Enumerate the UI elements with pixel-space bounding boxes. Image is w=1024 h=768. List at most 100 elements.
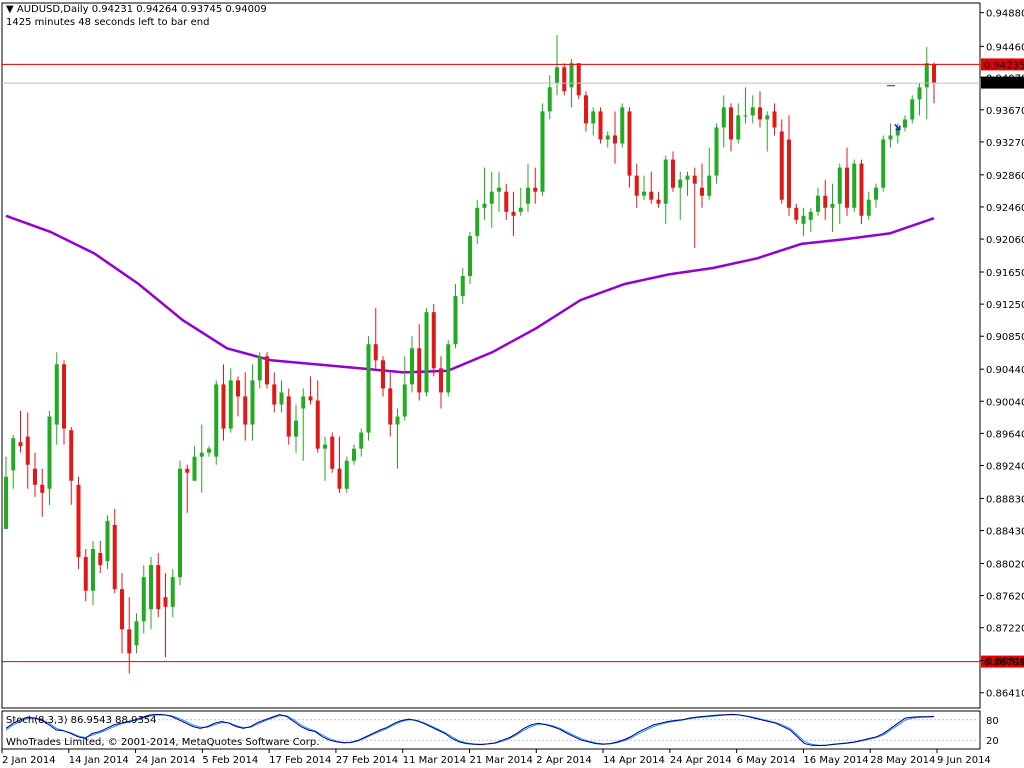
candle-body[interactable]	[373, 344, 378, 361]
candle-body[interactable]	[845, 167, 849, 208]
candle-body[interactable]	[98, 553, 103, 566]
candle-body[interactable]	[910, 99, 915, 120]
candle-body[interactable]	[736, 115, 741, 140]
candle-body[interactable]	[141, 577, 146, 622]
candle-body[interactable]	[424, 312, 429, 393]
candle-body[interactable]	[199, 452, 204, 457]
candle-body[interactable]	[11, 438, 16, 471]
candle-body[interactable]	[134, 621, 139, 646]
candle-body[interactable]	[308, 396, 313, 401]
candle-body[interactable]	[584, 95, 588, 124]
candle-body[interactable]	[453, 296, 458, 345]
candle-body[interactable]	[685, 175, 690, 180]
candle-body[interactable]	[511, 211, 516, 216]
candle-body[interactable]	[482, 203, 487, 208]
candle-body[interactable]	[120, 589, 124, 630]
candle-body[interactable]	[344, 460, 349, 489]
candle-body[interactable]	[25, 436, 30, 465]
chart-menu-triangle-icon[interactable]: ▼	[6, 4, 17, 15]
candle-body[interactable]	[323, 444, 327, 449]
candle-body[interactable]	[881, 139, 886, 188]
candle-body[interactable]	[649, 191, 654, 200]
candle-body[interactable]	[779, 131, 784, 200]
candle-body[interactable]	[47, 416, 52, 489]
candle-body[interactable]	[678, 179, 683, 188]
candle-body[interactable]	[924, 63, 929, 88]
candle-body[interactable]	[33, 468, 37, 485]
candle-body[interactable]	[352, 448, 356, 461]
candle-body[interactable]	[576, 63, 581, 96]
candle-body[interactable]	[562, 67, 567, 92]
candle-body[interactable]	[555, 67, 559, 84]
candle-body[interactable]	[388, 388, 393, 425]
candle-body[interactable]	[504, 191, 509, 212]
candle-body[interactable]	[83, 557, 88, 591]
candle-body[interactable]	[533, 187, 538, 192]
candle-body[interactable]	[721, 107, 726, 128]
candle-body[interactable]	[417, 348, 422, 393]
candle-body[interactable]	[663, 159, 668, 204]
candle-body[interactable]	[301, 396, 306, 409]
candle-body[interactable]	[903, 119, 907, 128]
candle-body[interactable]	[874, 187, 878, 200]
candle-body[interactable]	[823, 195, 828, 208]
candle-body[interactable]	[330, 436, 335, 469]
candle-body[interactable]	[787, 139, 791, 208]
candle-body[interactable]	[192, 456, 197, 481]
candle-body[interactable]	[591, 111, 596, 124]
candle-body[interactable]	[337, 468, 342, 489]
candle-body[interactable]	[359, 432, 364, 449]
candle-body[interactable]	[402, 384, 407, 417]
candle-body[interactable]	[758, 107, 762, 120]
candle-body[interactable]	[932, 64, 936, 83]
candle-body[interactable]	[852, 163, 857, 208]
candle-body[interactable]	[605, 135, 610, 140]
candle-body[interactable]	[859, 163, 864, 216]
candle-body[interactable]	[163, 597, 168, 607]
candle-body[interactable]	[518, 207, 523, 212]
candle-body[interactable]	[178, 468, 182, 578]
candle-body[interactable]	[257, 356, 262, 381]
candle-body[interactable]	[497, 187, 501, 192]
candle-body[interactable]	[76, 484, 81, 558]
candle-body[interactable]	[830, 203, 835, 208]
candle-body[interactable]	[366, 344, 371, 433]
candle-body[interactable]	[671, 159, 675, 188]
candle-body[interactable]	[794, 207, 799, 220]
candle-body[interactable]	[395, 416, 400, 425]
candle-body[interactable]	[765, 115, 770, 120]
candle-body[interactable]	[700, 187, 704, 196]
candle-body[interactable]	[801, 215, 806, 224]
candle-body[interactable]	[18, 442, 23, 447]
candle-body[interactable]	[446, 344, 451, 393]
candle-body[interactable]	[547, 87, 552, 112]
candle-body[interactable]	[315, 400, 320, 449]
candle-body[interactable]	[634, 175, 639, 196]
candle-body[interactable]	[460, 276, 465, 297]
candle-body[interactable]	[127, 629, 132, 654]
candle-body[interactable]	[250, 380, 255, 425]
candle-body[interactable]	[170, 577, 175, 607]
candle-body[interactable]	[620, 107, 625, 144]
candle-body[interactable]	[917, 87, 922, 100]
candle-body[interactable]	[837, 167, 842, 204]
candle-body[interactable]	[4, 476, 8, 529]
candle-body[interactable]	[642, 191, 646, 196]
candle-body[interactable]	[888, 135, 893, 140]
candle-body[interactable]	[410, 348, 414, 385]
candle-body[interactable]	[598, 111, 603, 140]
candle-body[interactable]	[156, 565, 161, 610]
candle-body[interactable]	[729, 107, 733, 140]
candle-body[interactable]	[750, 107, 755, 116]
candle-body[interactable]	[808, 211, 813, 220]
candle-body[interactable]	[294, 420, 298, 437]
candle-body[interactable]	[286, 396, 291, 437]
candle-body[interactable]	[91, 549, 95, 591]
candle-body[interactable]	[185, 468, 190, 473]
candle-body[interactable]	[40, 484, 45, 493]
candle-body[interactable]	[381, 360, 385, 389]
candle-body[interactable]	[431, 312, 436, 369]
candle-body[interactable]	[279, 392, 284, 405]
candle-body[interactable]	[243, 396, 248, 425]
candle-body[interactable]	[526, 187, 530, 204]
